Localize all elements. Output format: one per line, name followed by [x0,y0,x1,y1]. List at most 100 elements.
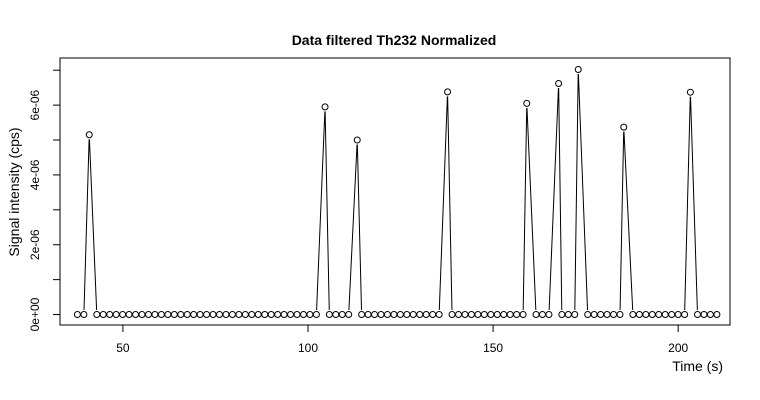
data-point [228,311,236,319]
data-point [345,311,353,319]
data-point [629,311,637,319]
data-point [280,311,288,319]
data-point [364,311,372,319]
data-point [584,311,592,319]
data-point [235,311,243,319]
data-point [241,311,249,319]
data-point [138,311,146,319]
data-point [190,311,198,319]
data-point [248,311,256,319]
data-point [312,311,320,319]
data-point [500,311,508,319]
data-point [713,311,721,319]
data-point [106,311,114,319]
data-point [338,311,346,319]
data-point [85,131,93,139]
data-point [321,103,329,111]
data-point [571,311,579,319]
data-point [620,123,628,131]
data-point [371,311,379,319]
y-tick-label: 4e-06 [28,159,42,190]
data-point [203,311,211,319]
x-axis: 50 100 150 200 [116,324,689,355]
data-point [274,311,282,319]
data-point [655,311,663,319]
data-point [513,311,521,319]
data-point [448,311,456,319]
data-point [196,311,204,319]
data-point [403,311,411,319]
data-point [597,311,605,319]
data-point [706,311,714,319]
data-point [674,311,682,319]
data-point [132,311,140,319]
data-point [444,88,452,96]
data-point [532,311,540,319]
data-points [73,66,721,319]
series-line [83,73,698,311]
data-point [668,311,676,319]
data-point [112,311,120,319]
data-point [396,311,404,319]
data-point [267,311,275,319]
x-tick-label: 100 [298,341,318,355]
data-point [610,311,618,319]
data-point [493,311,501,319]
data-point [222,311,230,319]
data-point [170,311,178,319]
data-point [390,311,398,319]
data-point [642,311,650,319]
data-point [435,311,443,319]
y-tick-label: 0e+00 [28,297,42,331]
data-point [564,311,572,319]
data-point [538,311,546,319]
data-point [422,311,430,319]
data-point [332,311,340,319]
data-point [144,311,152,319]
x-axis-label: Time (s) [672,358,723,374]
data-point [519,311,527,319]
plot-frame [59,57,731,326]
data-point [461,311,469,319]
data-point [455,311,463,319]
data-point [80,311,88,319]
data-point [383,311,391,319]
data-point [661,311,669,319]
x-tick-label: 200 [668,341,688,355]
data-point [474,311,482,319]
data-point [700,311,708,319]
data-point [545,311,553,319]
data-point [681,311,689,319]
data-point [99,311,107,319]
data-point [686,88,694,96]
x-tick-label: 50 [116,341,130,355]
data-point [358,311,366,319]
data-point [409,311,417,319]
data-point [590,311,598,319]
y-axis: 0e+00 2e-06 4e-06 6e-06 [28,69,61,331]
data-point [177,311,185,319]
data-point [254,311,262,319]
data-point [287,311,295,319]
data-point [506,311,514,319]
data-point [467,311,475,319]
data-point [164,311,172,319]
data-point [216,311,223,319]
data-point [261,311,269,319]
data-point [325,311,333,319]
data-point [574,66,582,74]
data-point [125,311,133,319]
data-point [480,311,488,319]
data-point [416,311,424,319]
data-point [209,311,217,319]
data-point [377,311,385,319]
chart-title: Data filtered Th232 Normalized [292,32,497,48]
data-point [616,311,624,319]
data-point [558,311,566,319]
data-point [429,311,437,319]
data-point [157,311,165,319]
data-point [487,311,495,319]
data-point [306,311,314,319]
data-point [119,311,127,319]
data-point [555,79,563,87]
